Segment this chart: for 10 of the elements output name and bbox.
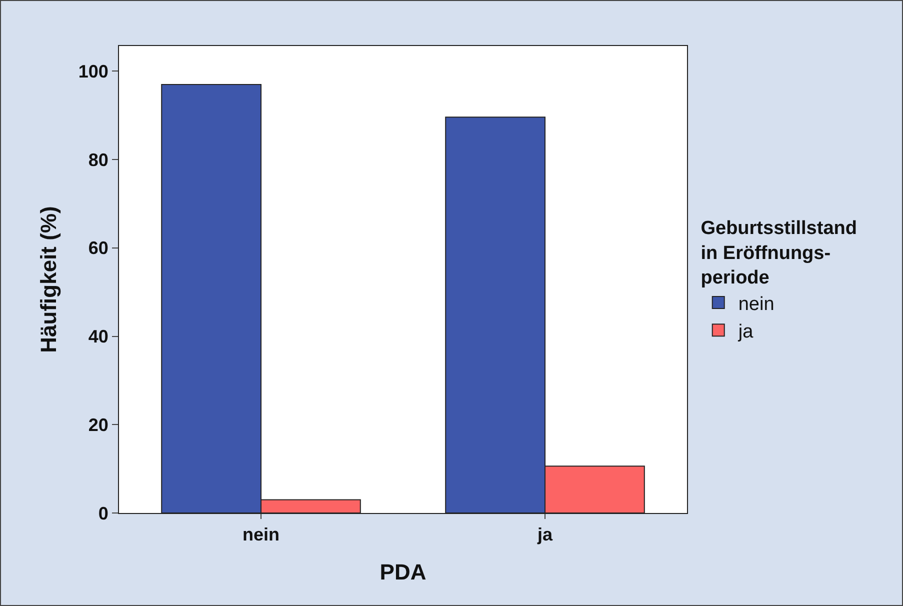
- y-tick-label: 60: [88, 238, 108, 258]
- legend-label: ja: [737, 322, 754, 343]
- y-axis-title: Häufigkeit (%): [36, 206, 62, 353]
- y-tick-label: 80: [88, 150, 108, 170]
- y-tick-label: 100: [78, 61, 108, 82]
- y-tick-label: 0: [98, 503, 108, 524]
- legend-label: nein: [738, 294, 774, 315]
- x-axis-title: PDA: [380, 560, 426, 584]
- y-tick-label: 20: [88, 414, 108, 435]
- y-tick-label: 40: [88, 326, 108, 347]
